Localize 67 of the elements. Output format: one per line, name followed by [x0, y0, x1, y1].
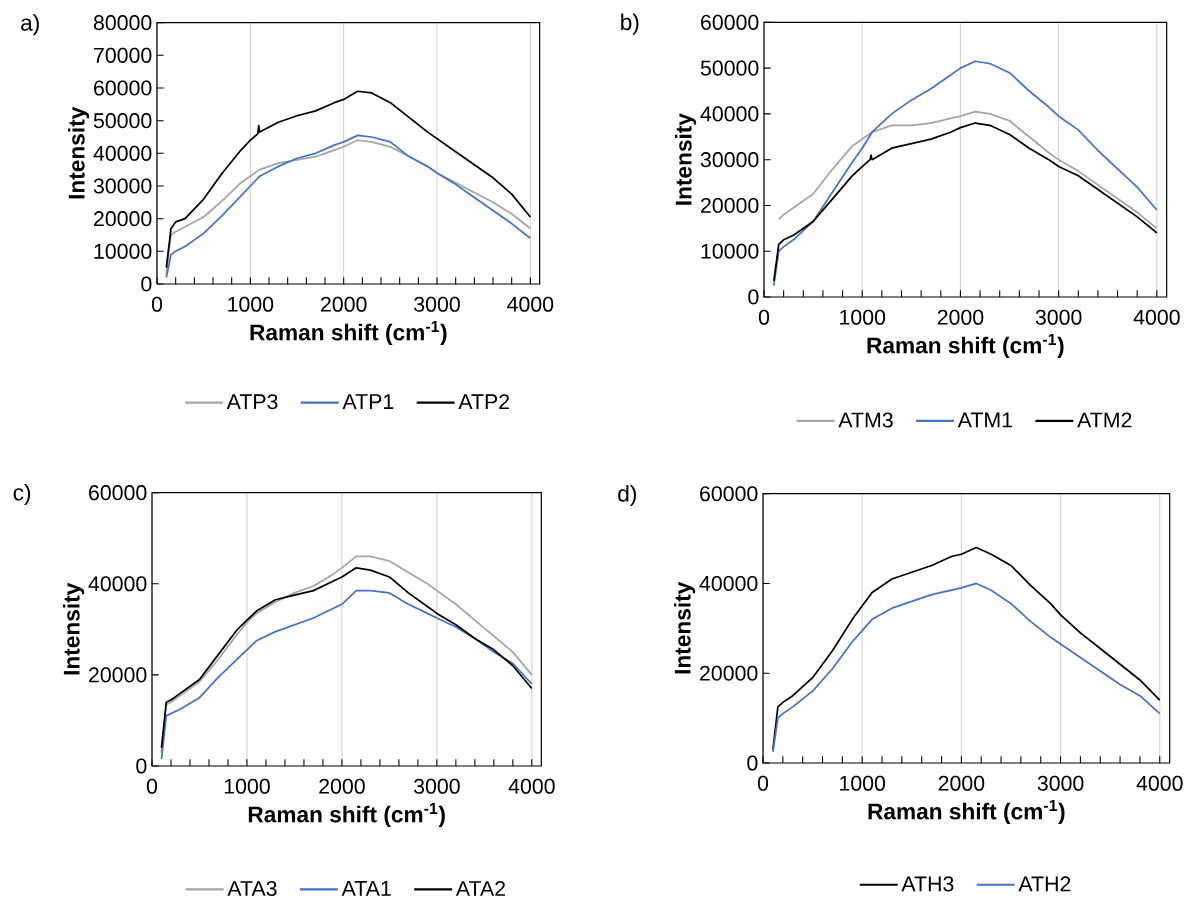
- x-tick-label: 0: [757, 775, 769, 791]
- x-tick-label: 4000: [1136, 775, 1183, 791]
- x-tick-label: 4000: [1133, 309, 1180, 325]
- legend-label: ATP1: [342, 394, 394, 409]
- x-tick-label: 0: [151, 296, 163, 312]
- y-tick-label: 20000: [701, 197, 759, 213]
- x-tick-label: 1000: [840, 309, 886, 325]
- x-tick-label: 1000: [840, 775, 886, 791]
- y-tick-label: 70000: [94, 47, 152, 63]
- x-axis-title: Raman shift (cm$^{-1}$): [250, 320, 447, 345]
- y-tick-label: 60000: [700, 486, 758, 502]
- y-tick-label: 20000: [700, 665, 758, 681]
- y-axis-title: Intensity: [68, 106, 90, 199]
- legend-label: ATA2: [455, 880, 505, 896]
- y-tick-label: 10000: [94, 243, 152, 259]
- y-axis-title: Intensity: [674, 581, 696, 674]
- legend-label: ATM1: [957, 412, 1012, 428]
- y-tick-label: 40000: [699, 575, 758, 591]
- x-tick-label: 4000: [508, 778, 555, 794]
- x-tick-label: 2000: [938, 775, 985, 791]
- y-tick-label: 80000: [93, 15, 152, 31]
- chart-title: b): [621, 13, 639, 35]
- line-series: [772, 582, 1161, 753]
- y-tick-label: 0: [141, 276, 152, 292]
- x-tick-label: 3000: [1035, 309, 1082, 325]
- y-tick-label: 0: [747, 755, 758, 771]
- chart-title: d): [618, 485, 637, 507]
- y-tick-label: 20000: [89, 667, 147, 683]
- y-tick-label: 10000: [701, 243, 759, 259]
- x-tick-label: 0: [758, 309, 770, 325]
- y-axis-title: Intensity: [675, 113, 697, 205]
- x-tick-label: 2000: [937, 309, 984, 325]
- legend-label: ATP2: [458, 394, 510, 410]
- legend-label: ATA1: [341, 881, 391, 896]
- x-tick-label: 3000: [1037, 775, 1084, 791]
- y-tick-label: 30000: [93, 178, 152, 194]
- x-tick-label: 1000: [228, 296, 274, 312]
- x-axis-title: Raman shift (cm$^{-1}$): [867, 333, 1064, 358]
- x-axis-title: Raman shift (cm$^{-1}$): [868, 799, 1065, 824]
- y-tick-label: 50000: [700, 60, 759, 76]
- y-tick-label: 20000: [94, 211, 152, 227]
- legend-label: ATH2: [1018, 876, 1071, 892]
- x-tick-label: 4000: [507, 296, 554, 312]
- x-tick-label: 3000: [414, 296, 460, 312]
- y-tick-label: 60000: [701, 14, 759, 30]
- y-tick-label: 30000: [700, 152, 759, 168]
- x-tick-label: 3000: [413, 778, 460, 794]
- legend-label: ATM3: [838, 412, 893, 428]
- y-tick-label: 60000: [94, 80, 152, 96]
- chart-title: a): [21, 14, 39, 36]
- y-tick-label: 0: [136, 758, 147, 774]
- legend-label: ATP3: [226, 394, 278, 410]
- x-tick-label: 1000: [224, 778, 270, 794]
- y-tick-label: 60000: [89, 485, 147, 501]
- x-tick-label: 2000: [321, 296, 367, 312]
- y-tick-label: 40000: [93, 145, 152, 161]
- line-series: [772, 60, 1158, 287]
- x-axis-title: Raman shift (cm$^{-1}$): [248, 802, 445, 827]
- y-tick-label: 40000: [88, 576, 147, 592]
- y-tick-label: 50000: [93, 113, 152, 129]
- legend-label: ATA3: [227, 880, 277, 897]
- y-axis-title: Intensity: [63, 582, 85, 675]
- y-tick-label: 40000: [700, 106, 759, 122]
- legend-label: ATH3: [901, 876, 954, 892]
- legend-label: ATM2: [1077, 412, 1132, 428]
- x-tick-label: 2000: [319, 778, 365, 794]
- chart-title: c): [13, 483, 31, 506]
